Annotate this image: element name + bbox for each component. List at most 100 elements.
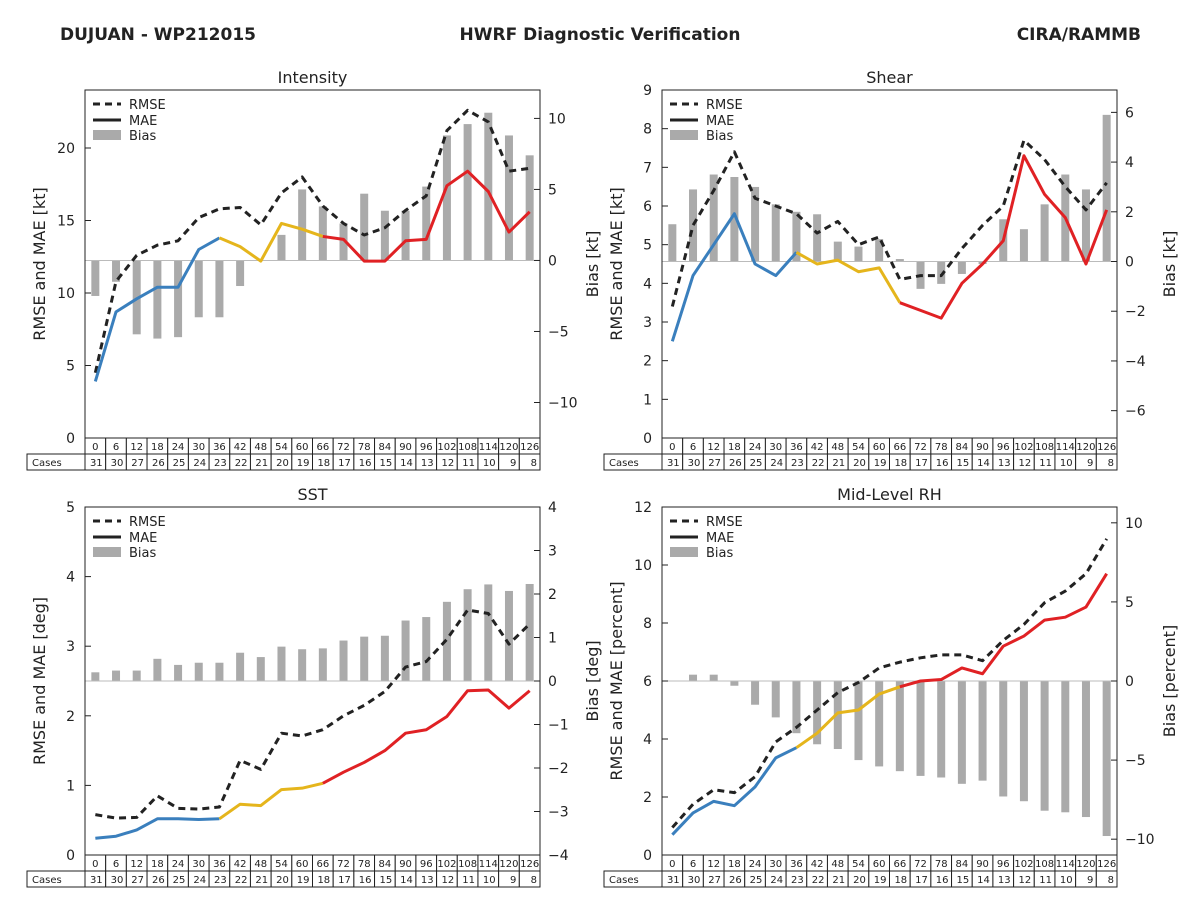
cases-value: 8 bbox=[531, 875, 537, 886]
lead-label: 24 bbox=[749, 859, 762, 870]
cases-value: 18 bbox=[894, 875, 907, 886]
bias-bar bbox=[360, 636, 369, 681]
cases-cell bbox=[1095, 453, 1118, 471]
legend-bias-label: Bias bbox=[706, 546, 733, 561]
cases-value: 9 bbox=[1087, 875, 1093, 886]
lead-label: 54 bbox=[275, 859, 288, 870]
bias-bar bbox=[91, 260, 100, 296]
page-title: HWRF Diagnostic Verification bbox=[459, 25, 741, 45]
cases-value: 17 bbox=[338, 875, 351, 886]
cases-label: Cases bbox=[609, 875, 639, 886]
legend-bias-swatch bbox=[93, 130, 121, 140]
lead-label: 60 bbox=[873, 859, 886, 870]
rmse-line bbox=[95, 608, 531, 820]
bias-bar bbox=[771, 204, 780, 262]
bias-bar bbox=[174, 260, 183, 338]
bias-bar bbox=[668, 224, 677, 262]
left-tick-label: 2 bbox=[643, 790, 652, 806]
cases-value: 13 bbox=[421, 875, 434, 886]
legend-mae-label: MAE bbox=[706, 114, 734, 129]
bias-bar bbox=[689, 674, 698, 681]
cases-value: 9 bbox=[510, 875, 516, 886]
lead-label: 126 bbox=[520, 442, 539, 453]
cases-value: 14 bbox=[400, 458, 413, 469]
bias-bar bbox=[751, 681, 760, 705]
right-tick-label: −10 bbox=[1125, 832, 1155, 848]
chart-title: SST bbox=[297, 485, 327, 504]
lead-label: 30 bbox=[192, 442, 205, 453]
lead-label: 36 bbox=[213, 859, 226, 870]
bias-bar bbox=[751, 186, 760, 262]
cases-value: 21 bbox=[255, 875, 268, 886]
cases-label: Cases bbox=[609, 458, 639, 469]
bias-bar bbox=[318, 206, 327, 261]
bias-bar bbox=[112, 670, 121, 681]
lead-label: 6 bbox=[690, 859, 696, 870]
chart-title: Intensity bbox=[278, 68, 348, 87]
bias-bar bbox=[875, 681, 884, 767]
cases-value: 31 bbox=[90, 875, 103, 886]
left-tick-label: 4 bbox=[643, 732, 652, 748]
rmse-line bbox=[671, 538, 1108, 829]
lead-label: 90 bbox=[399, 859, 412, 870]
bias-bar bbox=[895, 681, 904, 772]
bias-bar bbox=[813, 214, 822, 262]
bias-bar bbox=[957, 681, 966, 784]
lead-label: 84 bbox=[956, 442, 969, 453]
lead-label: 18 bbox=[151, 859, 164, 870]
bias-bar bbox=[813, 681, 822, 745]
lead-label: 120 bbox=[1076, 442, 1095, 453]
bias-bar bbox=[401, 620, 410, 681]
cases-value: 10 bbox=[483, 875, 496, 886]
cases-value: 27 bbox=[131, 875, 144, 886]
lead-label: 114 bbox=[479, 442, 498, 453]
cases-value: 21 bbox=[255, 458, 268, 469]
lead-label: 96 bbox=[997, 442, 1010, 453]
lead-label: 114 bbox=[1056, 859, 1075, 870]
right-tick-label: 0 bbox=[1125, 255, 1134, 271]
lead-label: 42 bbox=[811, 859, 824, 870]
cases-value: 10 bbox=[1060, 875, 1073, 886]
bias-bar bbox=[1061, 681, 1070, 813]
bias-bar bbox=[1040, 681, 1049, 811]
lead-label: 102 bbox=[437, 442, 456, 453]
right-tick-label: 2 bbox=[548, 587, 557, 603]
left-tick-label: 1 bbox=[643, 392, 652, 408]
right-tick-label: −6 bbox=[1125, 404, 1146, 420]
bias-bar bbox=[1102, 681, 1111, 837]
lead-label: 96 bbox=[420, 859, 433, 870]
lead-label: 120 bbox=[499, 442, 518, 453]
lead-label: 120 bbox=[499, 859, 518, 870]
lead-label: 12 bbox=[707, 442, 720, 453]
bias-bar bbox=[689, 189, 698, 262]
legend-mae-label: MAE bbox=[706, 531, 734, 546]
chart-title: Mid-Level RH bbox=[837, 485, 942, 504]
right-tick-label: 6 bbox=[1125, 105, 1134, 121]
lead-label: 72 bbox=[914, 442, 927, 453]
bias-bar bbox=[339, 223, 348, 261]
cases-value: 14 bbox=[977, 875, 990, 886]
legend-rmse-label: RMSE bbox=[706, 98, 743, 113]
cases-value: 31 bbox=[667, 875, 680, 886]
cases-value: 18 bbox=[317, 875, 330, 886]
left-tick-label: 5 bbox=[66, 500, 75, 516]
lead-label: 66 bbox=[893, 859, 906, 870]
lead-label: 108 bbox=[1035, 859, 1054, 870]
bias-bar bbox=[525, 583, 534, 681]
cases-value: 23 bbox=[214, 458, 227, 469]
lead-label: 0 bbox=[92, 442, 98, 453]
lead-label: 6 bbox=[113, 442, 119, 453]
right-tick-label: 4 bbox=[1125, 155, 1134, 171]
cases-value: 26 bbox=[152, 458, 165, 469]
bias-bar bbox=[422, 186, 431, 261]
cases-value: 18 bbox=[894, 458, 907, 469]
right-tick-label: −5 bbox=[548, 324, 569, 340]
lead-label: 12 bbox=[130, 859, 143, 870]
left-tick-label: 8 bbox=[643, 122, 652, 138]
legend-bias-label: Bias bbox=[129, 129, 156, 144]
bias-bar bbox=[463, 124, 472, 261]
chart-title: Shear bbox=[866, 68, 913, 87]
cases-value: 25 bbox=[750, 875, 763, 886]
bias-bar bbox=[1019, 229, 1028, 262]
